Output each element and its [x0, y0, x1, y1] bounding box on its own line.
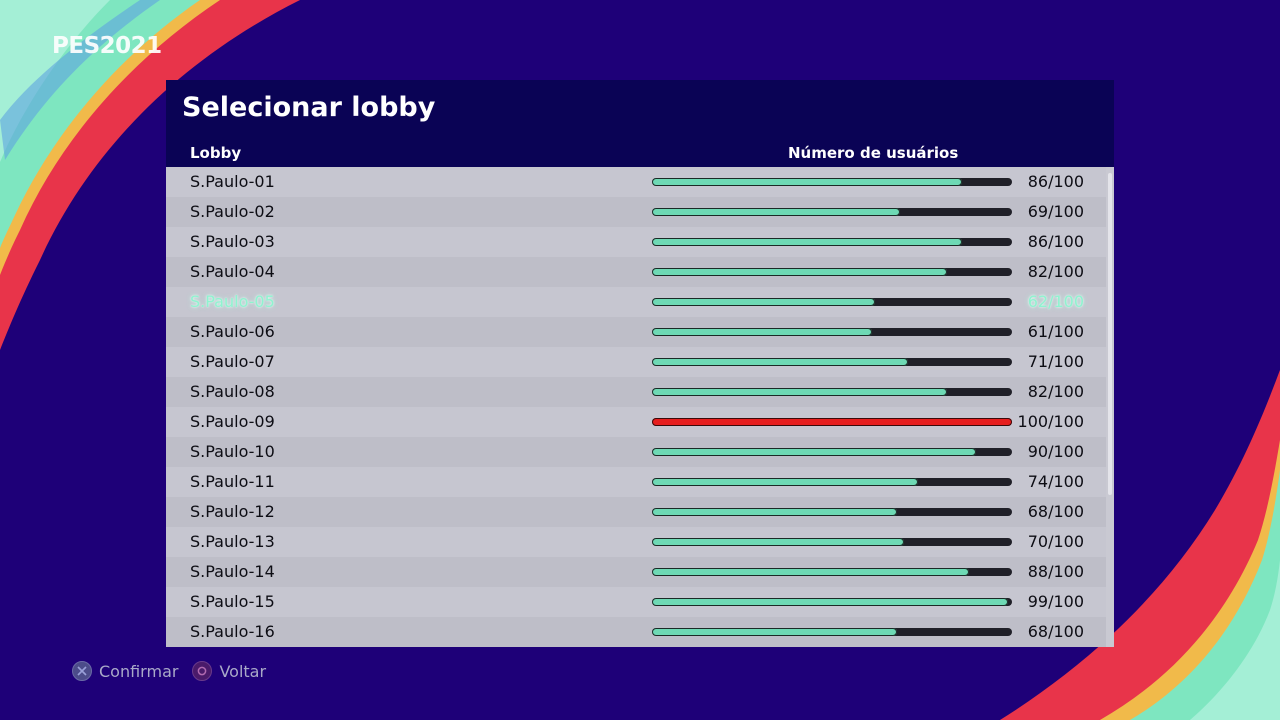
scrollbar-thumb[interactable] [1108, 173, 1112, 495]
user-count-bar-fill [652, 388, 948, 396]
lobby-name: S.Paulo-07 [190, 352, 275, 371]
lobby-name: S.Paulo-15 [190, 592, 275, 611]
user-count-bar [652, 178, 1012, 186]
lobby-row[interactable]: S.Paulo-03 86/100 [166, 227, 1106, 257]
lobby-name: S.Paulo-09 [190, 412, 275, 431]
cross-button-icon [72, 661, 92, 681]
lobby-row[interactable]: S.Paulo-11 74/100 [166, 467, 1106, 497]
user-count-bar [652, 358, 1012, 366]
user-count: 88/100 [1027, 562, 1084, 581]
user-count-bar [652, 598, 1012, 606]
user-count-bar-fill [652, 208, 901, 216]
back-label: Voltar [219, 661, 267, 681]
user-count-bar-fill [652, 298, 876, 306]
lobby-name: S.Paulo-16 [190, 622, 275, 641]
user-count-bar-fill [652, 598, 1009, 606]
lobby-name: S.Paulo-06 [190, 322, 275, 341]
lobby-name: S.Paulo-03 [190, 232, 275, 251]
user-count-bar-fill [652, 238, 962, 246]
user-count-bar-fill [652, 538, 904, 546]
user-count-bar [652, 628, 1012, 636]
lobby-name: S.Paulo-05 [190, 292, 275, 311]
user-count-bar [652, 208, 1012, 216]
user-count: 68/100 [1027, 622, 1084, 641]
user-count-bar-fill [652, 418, 1012, 426]
column-header-lobby: Lobby [190, 144, 242, 162]
lobby-name: S.Paulo-11 [190, 472, 275, 491]
confirm-label: Confirmar [99, 661, 179, 681]
user-count-bar [652, 538, 1012, 546]
user-count-bar-fill [652, 568, 969, 576]
lobby-name: S.Paulo-13 [190, 532, 275, 551]
user-count-bar [652, 478, 1012, 486]
lobby-panel: Selecionar lobby Lobby Número de usuário… [166, 80, 1114, 647]
back-button[interactable]: Voltar [192, 661, 266, 681]
lobby-name: S.Paulo-01 [190, 172, 275, 191]
user-count: 82/100 [1027, 262, 1084, 281]
page-title: Selecionar lobby [182, 92, 436, 123]
lobby-list: S.Paulo-01 86/100 S.Paulo-02 69/100 S.Paulo-… [166, 167, 1106, 647]
user-count: 68/100 [1027, 502, 1084, 521]
lobby-name: S.Paulo-12 [190, 502, 275, 521]
user-count-bar-fill [652, 268, 948, 276]
lobby-row[interactable]: S.Paulo-10 90/100 [166, 437, 1106, 467]
button-hints: Confirmar Voltar [72, 659, 280, 683]
panel-header: Selecionar lobby Lobby Número de usuário… [166, 80, 1114, 167]
user-count: 82/100 [1027, 382, 1084, 401]
user-count: 71/100 [1027, 352, 1084, 371]
lobby-name: S.Paulo-04 [190, 262, 275, 281]
lobby-row[interactable]: S.Paulo-15 99/100 [166, 587, 1106, 617]
user-count-bar [652, 298, 1012, 306]
user-count: 99/100 [1027, 592, 1084, 611]
user-count-bar-fill [652, 358, 908, 366]
lobby-name: S.Paulo-14 [190, 562, 275, 581]
lobby-row[interactable]: S.Paulo-02 69/100 [166, 197, 1106, 227]
user-count-bar-fill [652, 178, 962, 186]
lobby-row[interactable]: S.Paulo-16 68/100 [166, 617, 1106, 647]
user-count-bar-fill [652, 628, 897, 636]
user-count-bar-fill [652, 478, 919, 486]
user-count-bar [652, 388, 1012, 396]
lobby-row[interactable]: S.Paulo-05 62/100 [166, 287, 1106, 317]
user-count-bar [652, 448, 1012, 456]
user-count-bar [652, 568, 1012, 576]
lobby-row[interactable]: S.Paulo-12 68/100 [166, 497, 1106, 527]
user-count-bar-fill [652, 328, 872, 336]
lobby-row[interactable]: S.Paulo-06 61/100 [166, 317, 1106, 347]
user-count-bar [652, 328, 1012, 336]
user-count-bar-fill [652, 448, 976, 456]
column-header-users: Número de usuários [788, 144, 959, 162]
user-count: 74/100 [1027, 472, 1084, 491]
user-count-bar-fill [652, 508, 897, 516]
pes-logo: PES2021 [52, 33, 162, 59]
user-count-bar [652, 508, 1012, 516]
circle-button-icon [192, 661, 213, 681]
user-count: 70/100 [1027, 532, 1084, 551]
lobby-row[interactable]: S.Paulo-14 88/100 [166, 557, 1106, 587]
user-count-bar [652, 268, 1012, 276]
lobby-name: S.Paulo-10 [190, 442, 275, 461]
lobby-row[interactable]: S.Paulo-08 82/100 [166, 377, 1106, 407]
user-count: 61/100 [1027, 322, 1084, 341]
lobby-row[interactable]: S.Paulo-09 100/100 [166, 407, 1106, 437]
lobby-row[interactable]: S.Paulo-01 86/100 [166, 167, 1106, 197]
user-count-bar [652, 238, 1012, 246]
user-count: 69/100 [1027, 202, 1084, 221]
lobby-row[interactable]: S.Paulo-04 82/100 [166, 257, 1106, 287]
user-count-bar [652, 418, 1012, 426]
lobby-row[interactable]: S.Paulo-07 71/100 [166, 347, 1106, 377]
lobby-name: S.Paulo-08 [190, 382, 275, 401]
lobby-name: S.Paulo-02 [190, 202, 275, 221]
user-count: 86/100 [1027, 232, 1084, 251]
user-count: 90/100 [1027, 442, 1084, 461]
user-count: 86/100 [1027, 172, 1084, 191]
user-count: 100/100 [1017, 412, 1084, 431]
user-count: 62/100 [1027, 292, 1084, 311]
lobby-row[interactable]: S.Paulo-13 70/100 [166, 527, 1106, 557]
confirm-button[interactable]: Confirmar [72, 661, 178, 681]
scrollbar[interactable] [1106, 167, 1114, 647]
